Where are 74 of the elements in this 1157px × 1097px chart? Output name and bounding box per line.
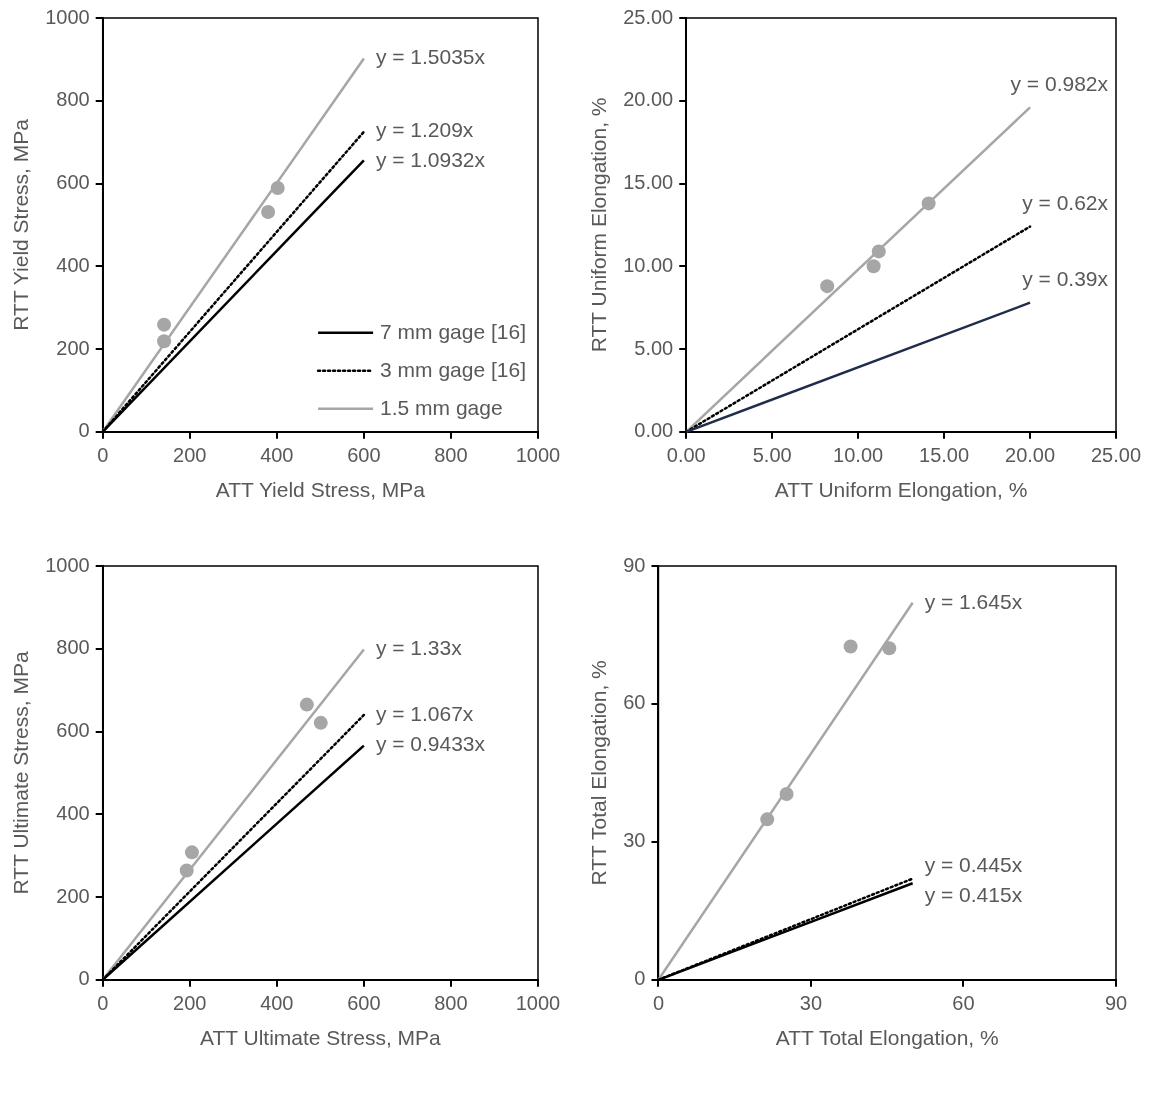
- annotation: y = 1.5035x: [375, 45, 486, 69]
- annotation: y = 0.62x: [1022, 191, 1109, 215]
- x-tick-label: 30: [799, 992, 823, 1015]
- y-tick-label: 0.00: [634, 419, 674, 442]
- y-tick-label: 400: [56, 801, 90, 824]
- point: [261, 205, 276, 220]
- y-tick-label: 600: [56, 171, 90, 194]
- annotation: y = 1.209x: [375, 117, 474, 141]
- y-tick-label: 600: [56, 719, 90, 742]
- x-tick-label: 60: [952, 992, 975, 1015]
- annotation: y = 1.0932x: [375, 147, 486, 171]
- y-tick-label: 800: [56, 88, 90, 111]
- x-tick-label: 25.00: [1090, 444, 1142, 467]
- y-tick-label: 0: [78, 419, 90, 442]
- y-tick-label: 400: [56, 253, 90, 276]
- y-tick-label: 0: [634, 967, 646, 990]
- annotation: y = 0.39x: [1022, 267, 1109, 291]
- y-tick-label: 200: [56, 884, 90, 907]
- x-axis-title: ATT Yield Stress, MPa: [215, 478, 426, 502]
- annotation: y = 1.33x: [375, 636, 463, 660]
- y-tick-label: 1000: [45, 553, 90, 576]
- x-tick-label: 800: [434, 992, 468, 1015]
- x-tick-label: 800: [434, 444, 468, 467]
- annotation: y = 0.445x: [924, 852, 1023, 876]
- legend-label: 1.5 mm gage: [380, 395, 503, 419]
- y-axis-title: RTT Total Elongation, %: [587, 660, 611, 886]
- y-tick-label: 1000: [45, 5, 90, 28]
- x-axis-title: ATT Uniform Elongation, %: [774, 478, 1028, 502]
- point: [299, 697, 314, 712]
- x-tick-label: 1000: [515, 992, 561, 1015]
- y-axis-title: RTT Yield Stress, MPa: [9, 118, 33, 331]
- annotation: y = 0.9433x: [375, 732, 486, 756]
- x-tick-label: 600: [347, 992, 381, 1015]
- y-tick-label: 15.00: [623, 171, 674, 194]
- y-tick-label: 0: [78, 967, 90, 990]
- x-axis-title: ATT Total Elongation, %: [775, 1026, 999, 1050]
- x-tick-label: 400: [260, 992, 294, 1015]
- annotation: y = 1.645x: [924, 589, 1023, 613]
- x-tick-label: 200: [173, 992, 207, 1015]
- y-tick-label: 30: [623, 829, 646, 852]
- x-tick-label: 0.00: [666, 444, 706, 467]
- x-tick-label: 20.00: [1005, 444, 1056, 467]
- annotation: y = 0.415x: [924, 882, 1023, 906]
- x-tick-label: 90: [1104, 992, 1128, 1015]
- legend-label: 7 mm gage [16]: [380, 319, 527, 343]
- x-tick-label: 600: [347, 444, 381, 467]
- point: [184, 845, 199, 860]
- legend-label: 3 mm gage [16]: [380, 357, 527, 381]
- y-tick-label: 10.00: [623, 253, 674, 276]
- x-tick-label: 10.00: [833, 444, 884, 467]
- y-tick-label: 20.00: [623, 88, 674, 111]
- x-tick-label: 1000: [515, 444, 561, 467]
- point: [866, 259, 881, 274]
- x-tick-label: 0: [97, 444, 109, 467]
- y-tick-label: 90: [623, 553, 646, 576]
- point: [313, 715, 328, 730]
- y-axis-title: RTT Uniform Elongation, %: [587, 97, 611, 353]
- y-axis-title: RTT Ultimate Stress, MPa: [9, 651, 33, 895]
- y-tick-label: 5.00: [634, 336, 674, 359]
- y-tick-label: 200: [56, 336, 90, 359]
- point: [157, 317, 172, 332]
- y-tick-label: 25.00: [623, 5, 674, 28]
- x-tick-label: 0: [97, 992, 109, 1015]
- annotation: y = 1.067x: [375, 701, 474, 725]
- y-tick-label: 60: [623, 691, 646, 714]
- annotation: y = 0.982x: [1010, 72, 1109, 96]
- x-tick-label: 15.00: [919, 444, 970, 467]
- x-axis-title: ATT Ultimate Stress, MPa: [199, 1026, 442, 1050]
- point: [843, 639, 858, 654]
- x-tick-label: 200: [173, 444, 207, 467]
- y-tick-label: 800: [56, 636, 90, 659]
- point: [820, 279, 835, 294]
- x-tick-label: 400: [260, 444, 294, 467]
- x-tick-label: 5.00: [752, 444, 792, 467]
